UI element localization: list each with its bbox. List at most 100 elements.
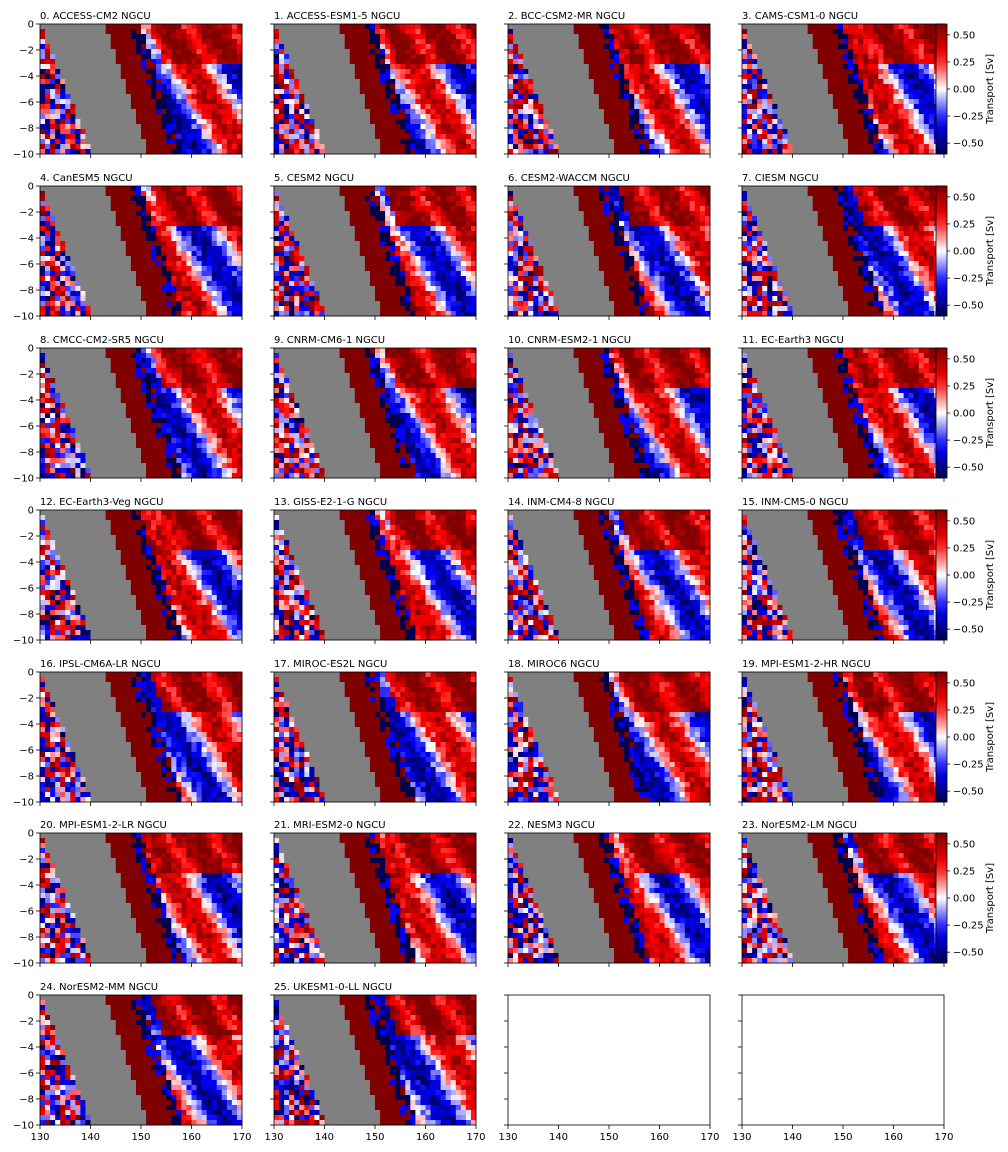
heatmap-cell [553, 109, 558, 114]
heatmap-cell [390, 129, 395, 134]
heatmap-cell [853, 119, 858, 124]
heatmap-cell [156, 89, 161, 94]
heatmap-cell [690, 129, 695, 134]
heatmap-cell [126, 29, 131, 34]
heatmap-cell [101, 134, 106, 139]
heatmap-cell [360, 89, 365, 94]
heatmap-cell [96, 84, 101, 89]
heatmap-cell [111, 99, 116, 104]
heatmap-cell [634, 84, 639, 89]
heatmap-cell [101, 24, 106, 29]
heatmap-cell [405, 69, 410, 74]
heatmap-cell [853, 74, 858, 79]
heatmap-cell [451, 99, 456, 104]
heatmap-cell [299, 109, 304, 114]
heatmap-cell [217, 256, 222, 261]
heatmap-cell [634, 74, 639, 79]
heatmap-cell [151, 99, 156, 104]
heatmap-cell [675, 29, 680, 34]
heatmap-cell [579, 34, 584, 39]
heatmap-cell [85, 241, 90, 246]
heatmap-cell [126, 49, 131, 54]
heatmap-cell [345, 119, 350, 124]
heatmap-cell [818, 114, 823, 119]
heatmap-cell [212, 94, 217, 99]
heatmap-cell [75, 104, 80, 109]
heatmap-cell [863, 99, 868, 104]
heatmap-cell [222, 236, 227, 241]
heatmap-cell [441, 34, 446, 39]
heatmap-cell [325, 29, 330, 34]
heatmap-cell [868, 144, 873, 149]
heatmap-cell [818, 44, 823, 49]
heatmap-cell [70, 236, 75, 241]
heatmap-cell [65, 186, 70, 191]
heatmap-cell [929, 109, 934, 114]
heatmap-cell [803, 84, 808, 89]
heatmap-cell [803, 69, 808, 74]
heatmap-cell [451, 74, 456, 79]
heatmap-cell [508, 104, 513, 109]
heatmap-cell [45, 211, 50, 216]
heatmap-cell [146, 74, 151, 79]
heatmap-cell [471, 124, 476, 129]
heatmap-cell [151, 256, 156, 261]
heatmap-cell [446, 54, 451, 59]
heatmap-cell [848, 39, 853, 44]
heatmap-cell [91, 241, 96, 246]
heatmap-cell [579, 39, 584, 44]
heatmap-cell [782, 99, 787, 104]
heatmap-cell [649, 129, 654, 134]
heatmap-cell [70, 211, 75, 216]
heatmap-cell [747, 39, 752, 44]
y-tick-label: −2 [19, 46, 34, 57]
heatmap-cell [813, 79, 818, 84]
heatmap-cell [868, 69, 873, 74]
heatmap-cell [548, 114, 553, 119]
heatmap-cell [431, 49, 436, 54]
heatmap-cell [456, 29, 461, 34]
heatmap-cell [904, 54, 909, 59]
heatmap-cell [60, 114, 65, 119]
heatmap-cell [405, 124, 410, 129]
heatmap-cell [279, 34, 284, 39]
heatmap-cell [762, 129, 767, 134]
heatmap-cell [96, 89, 101, 94]
heatmap-cell [680, 24, 685, 29]
heatmap-cell [181, 74, 186, 79]
heatmap-cell [838, 144, 843, 149]
heatmap-cell [929, 134, 934, 139]
heatmap-cell [767, 109, 772, 114]
heatmap-cell [838, 94, 843, 99]
heatmap-cell [670, 134, 675, 139]
heatmap-cell [350, 49, 355, 54]
heatmap-cell [217, 139, 222, 144]
heatmap-cell [680, 64, 685, 69]
heatmap-cell [528, 139, 533, 144]
heatmap-cell [355, 44, 360, 49]
heatmap-cell [309, 79, 314, 84]
heatmap-cell [60, 69, 65, 74]
heatmap-cell [914, 89, 919, 94]
heatmap-cell [843, 29, 848, 34]
heatmap-cell [279, 24, 284, 29]
heatmap-cell [212, 104, 217, 109]
heatmap-cell [222, 54, 227, 59]
heatmap-cell [803, 94, 808, 99]
heatmap-cell [232, 196, 237, 201]
heatmap-cell [136, 99, 141, 104]
heatmap-cell [543, 144, 548, 149]
heatmap-cell [899, 24, 904, 29]
heatmap-cell [848, 99, 853, 104]
heatmap-cell [126, 94, 131, 99]
heatmap-cell [675, 109, 680, 114]
heatmap-cell [888, 124, 893, 129]
heatmap-cell [742, 64, 747, 69]
heatmap-cell [395, 54, 400, 59]
heatmap-cell [222, 74, 227, 79]
heatmap-cell [106, 39, 111, 44]
heatmap-cell [360, 149, 365, 154]
heatmap-cell [319, 69, 324, 74]
heatmap-cell [420, 139, 425, 144]
heatmap-cell [639, 84, 644, 89]
